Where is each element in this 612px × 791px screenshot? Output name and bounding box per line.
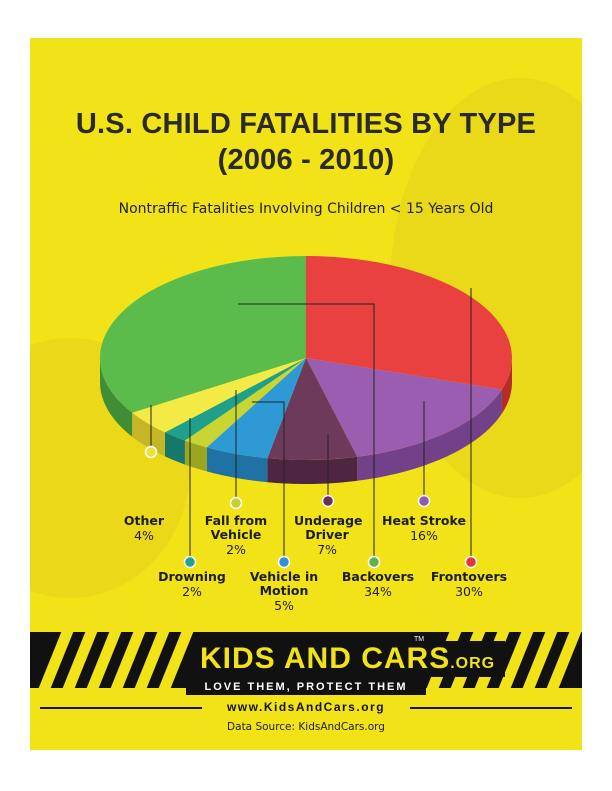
pie-slice-underage-driver (267, 358, 358, 461)
label-other-name: Other (123, 513, 165, 528)
label-drowning-name: Drowning (158, 569, 226, 584)
pie-chart (99, 255, 512, 569)
leader-dot-fall-from-vehicle (229, 496, 243, 510)
chart-title-line-2: (2006 - 2010) (217, 144, 395, 176)
label-fall-name: Fall from Vehicle (204, 513, 268, 542)
chart-title-line-1: U.S. CHILD FATALITIES BY TYPE (75, 108, 537, 140)
label-vim-name: Vehicle in Motion (249, 569, 319, 598)
pie-side-backovers (100, 358, 133, 437)
pie-slice-heat-stroke (306, 358, 502, 457)
label-heat-stroke: Heat Stroke 16% (378, 514, 470, 544)
leader-dot-heat-stroke (417, 494, 431, 508)
leader-dot-underage-driver (321, 494, 335, 508)
leader-dot-frontovers (464, 555, 478, 569)
label-drowning: Drowning 2% (154, 570, 230, 600)
label-underage-driver: Underage Driver 7% (294, 513, 363, 558)
label-frontovers-pct: 30% (455, 584, 483, 599)
label-frontovers-name: Frontovers (430, 569, 508, 584)
brand-url[interactable]: www.KidsAndCars.org (202, 698, 410, 716)
label-fall-from-vehicle: Fall from Vehicle 2% (200, 514, 272, 558)
label-heat-name: Heat Stroke (382, 513, 466, 528)
pie-slice-other (132, 358, 306, 433)
label-underage-pct: 7% (317, 542, 337, 557)
brand-tagline: LOVE THEM, PROTECT THEM (186, 679, 426, 695)
label-frontovers: Frontovers 30% (428, 570, 510, 600)
pie-side-heat-stroke (357, 389, 502, 481)
pie-side-other (132, 412, 165, 457)
leader-dot-other (144, 445, 158, 459)
chart-subtitle: Nontraffic Fatalities Involving Children… (118, 201, 494, 217)
leader-line-backovers (238, 303, 375, 562)
label-drowning-pct: 2% (182, 584, 202, 599)
pie-slice-vehicle-in-motion (206, 358, 306, 459)
data-source: Data Source: KidsAndCars.org (227, 721, 385, 733)
label-other: Other 4% (114, 514, 174, 544)
pie-side-vehicle-in-motion (206, 447, 268, 483)
pie-side-underage-driver (267, 456, 358, 484)
label-underage-name: Underage Driver (294, 513, 363, 542)
trademark-mark: TM (414, 636, 425, 643)
label-vim-pct: 5% (274, 598, 294, 613)
label-other-pct: 4% (134, 528, 154, 543)
label-fall-pct: 2% (226, 542, 246, 557)
brand-name: KIDS AND CARS (200, 642, 451, 675)
brand-org: .ORG (450, 655, 496, 672)
label-heat-pct: 16% (410, 528, 438, 543)
pie-side-drowning (164, 432, 185, 465)
label-backovers: Backovers 34% (340, 570, 416, 600)
leader-dot-vehicle-in-motion (277, 555, 291, 569)
pie-slice-fall-from-vehicle (184, 358, 306, 448)
leader-dot-drowning (183, 555, 197, 569)
leader-line-vehicle-in-motion (252, 401, 285, 562)
brand-logo: KIDS AND CARS.ORG (190, 641, 506, 677)
pie-slice-backovers (99, 255, 306, 413)
leader-dot-backovers (367, 555, 381, 569)
label-backovers-name: Backovers (341, 569, 415, 584)
poster: U.S. CHILD FATALITIES BY TYPE (2006 - 20… (30, 38, 582, 750)
pie-slice-frontovers (306, 256, 512, 390)
pie-side-frontovers (501, 358, 512, 414)
label-vehicle-in-motion: Vehicle in Motion 5% (248, 570, 320, 614)
label-backovers-pct: 34% (364, 584, 392, 599)
